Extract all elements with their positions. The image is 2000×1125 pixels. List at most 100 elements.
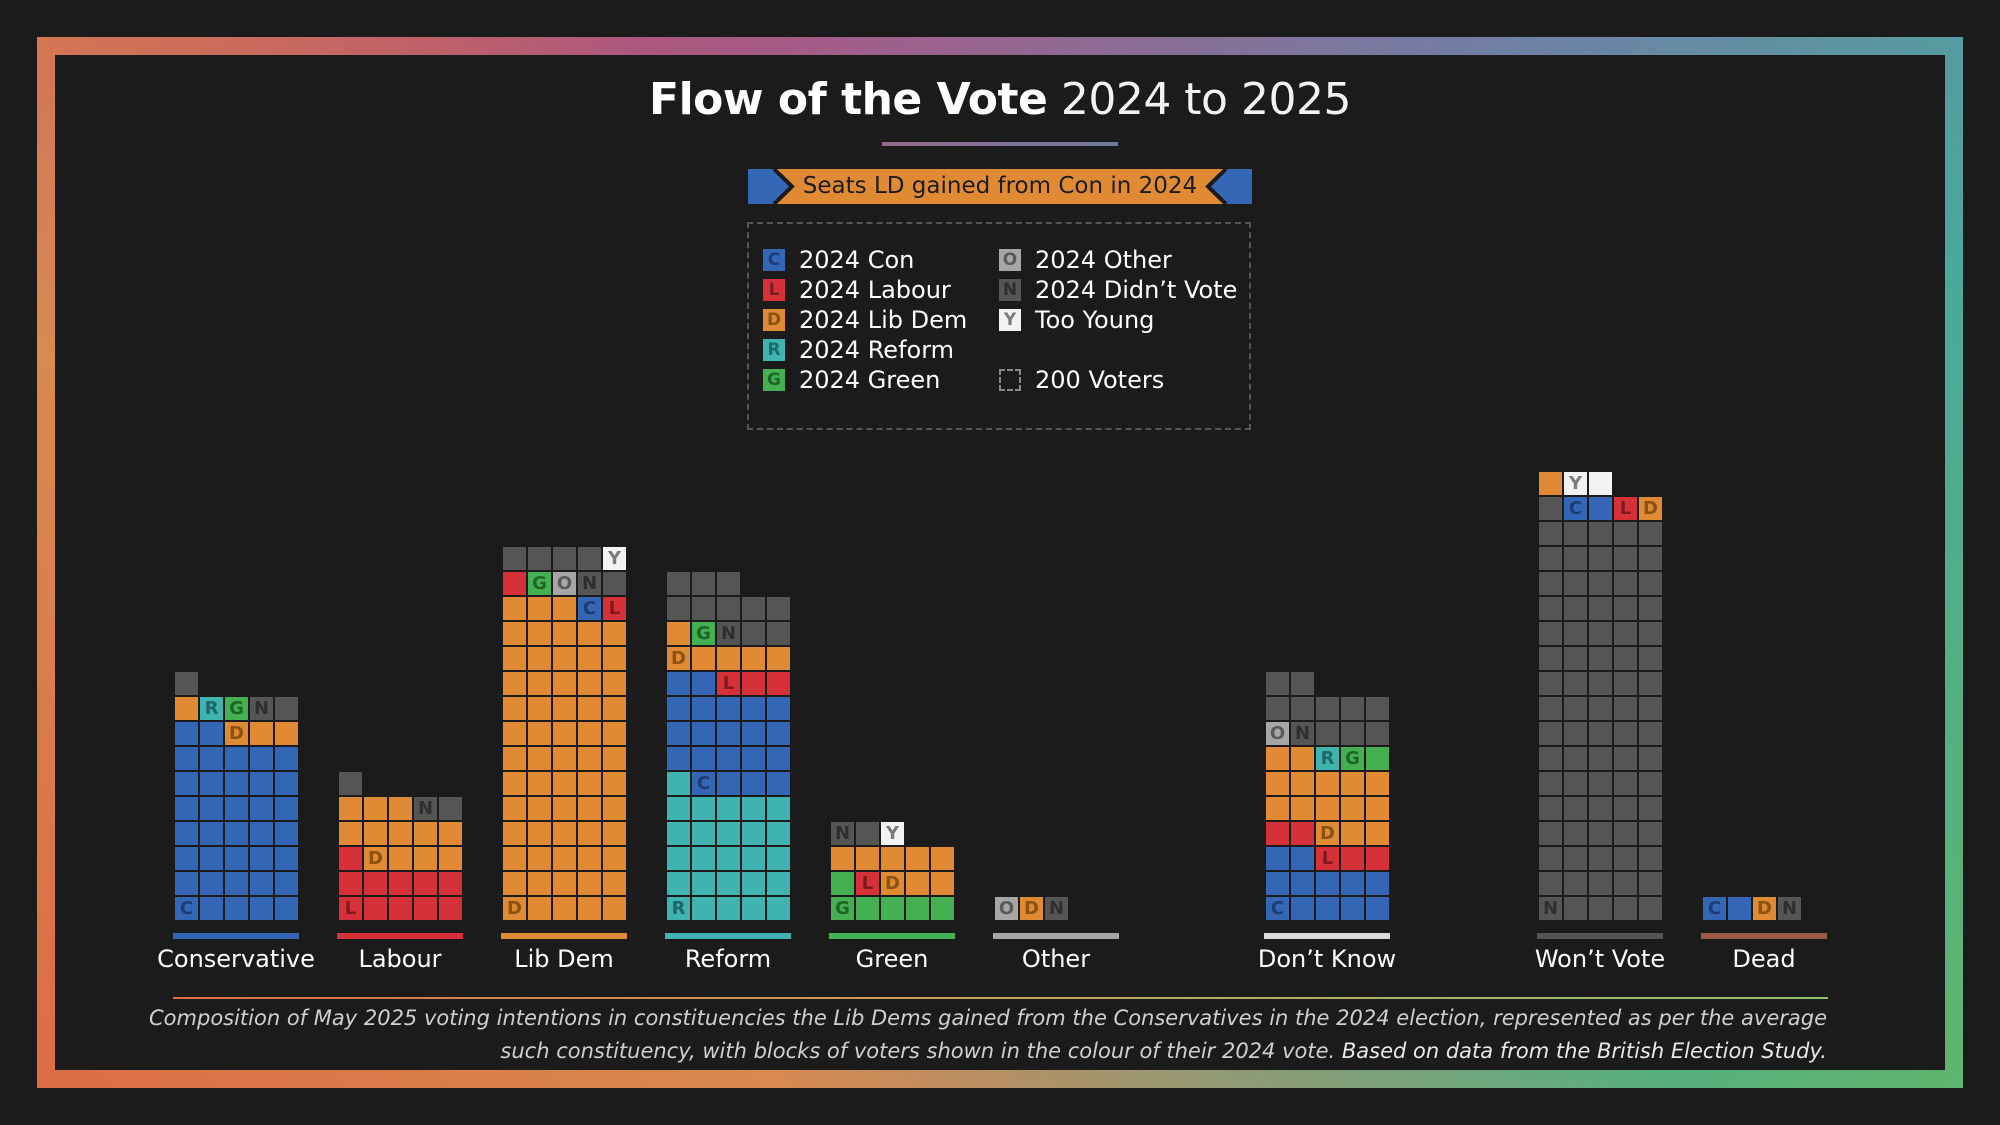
waffle-block-n — [1564, 547, 1587, 570]
waffle-block-c — [175, 722, 198, 745]
waffle-block-r: R — [667, 897, 690, 920]
waffle-block-r — [717, 847, 740, 870]
waffle-block-c — [250, 747, 273, 770]
waffle-block-n — [1614, 697, 1637, 720]
waffle-block-r: R — [200, 697, 223, 720]
waffle-block-d — [553, 897, 576, 920]
waffle-block-d: D — [1316, 822, 1339, 845]
chart-title: Flow of the Vote 2024 to 2025 — [0, 74, 2000, 125]
waffle-block-n: N — [1291, 722, 1314, 745]
waffle-block-d — [578, 872, 601, 895]
waffle-block-d — [856, 847, 879, 870]
waffle-block-d — [667, 622, 690, 645]
waffle-block-r — [667, 847, 690, 870]
waffle-block-c — [200, 797, 223, 820]
waffle-block-d — [503, 772, 526, 795]
waffle-block-n — [1564, 697, 1587, 720]
waffle-block-d — [553, 747, 576, 770]
waffle-block-r — [692, 847, 715, 870]
waffle-block-d — [414, 822, 437, 845]
unit-block-icon — [999, 369, 1021, 391]
legend-swatch-r: R — [763, 339, 785, 361]
waffle-block-l — [1341, 847, 1364, 870]
waffle-block-l — [339, 872, 362, 895]
waffle-block-d — [503, 647, 526, 670]
waffle-block-n — [1589, 847, 1612, 870]
waffle-block-d — [1291, 747, 1314, 770]
waffle-block-d — [553, 822, 576, 845]
waffle-block-c — [1341, 897, 1364, 920]
waffle-block-d — [578, 647, 601, 670]
waffle-block-r: R — [1316, 747, 1339, 770]
waffle-block-n — [1589, 897, 1612, 920]
waffle-block-d — [503, 847, 526, 870]
bar-underline — [337, 933, 463, 939]
waffle-block-n — [1291, 672, 1314, 695]
waffle-block-g: G — [1341, 747, 1364, 770]
waffle-block-n: N — [414, 797, 437, 820]
waffle-block-c — [250, 872, 273, 895]
waffle-block-d — [603, 622, 626, 645]
waffle-block-n — [767, 597, 790, 620]
waffle-block-c — [225, 822, 248, 845]
waffle-block-r — [767, 847, 790, 870]
waffle-block-n — [1639, 722, 1662, 745]
footer-divider — [173, 997, 1828, 999]
waffle-block-l — [742, 672, 765, 695]
waffle-block-d — [1291, 797, 1314, 820]
waffle-block-c — [1341, 872, 1364, 895]
waffle-block-d — [603, 672, 626, 695]
bar-underline — [1701, 933, 1827, 939]
waffle-block-n — [1564, 647, 1587, 670]
waffle-block-n — [856, 822, 879, 845]
waffle-block-d — [528, 747, 551, 770]
waffle-block-n — [1564, 747, 1587, 770]
waffle-block-o: O — [1266, 722, 1289, 745]
legend-item-o: O 2024 Other — [999, 246, 1172, 274]
waffle-block-l — [1291, 822, 1314, 845]
waffle-block-d — [503, 672, 526, 695]
waffle-block-r — [742, 797, 765, 820]
legend-item-l: L 2024 Labour — [763, 276, 951, 304]
waffle-block-n — [1639, 622, 1662, 645]
waffle-block-c — [275, 847, 298, 870]
waffle-block-n — [1539, 572, 1562, 595]
waffle-block-d: D — [667, 647, 690, 670]
waffle-block-c — [717, 772, 740, 795]
waffle-block-n — [1539, 722, 1562, 745]
legend-swatch-d: D — [763, 309, 785, 331]
waffle-block-c — [200, 822, 223, 845]
waffle-block-d — [1539, 472, 1562, 495]
bar-label: Other — [1021, 945, 1091, 973]
waffle-block-n — [1539, 822, 1562, 845]
waffle-block-g: G — [528, 572, 551, 595]
waffle-block-d — [742, 647, 765, 670]
bar-underline — [829, 933, 955, 939]
waffle-block-l — [414, 872, 437, 895]
waffle-block-d — [931, 847, 954, 870]
waffle-block-r — [692, 822, 715, 845]
waffle-block-c — [225, 797, 248, 820]
waffle-block-d — [528, 772, 551, 795]
legend-swatch-n: N — [999, 279, 1021, 301]
waffle-block-n — [1639, 522, 1662, 545]
legend-label: 2024 Lib Dem — [799, 306, 968, 334]
waffle-block-n — [1539, 872, 1562, 895]
waffle-block-n — [1589, 872, 1612, 895]
waffle-block-n — [1614, 647, 1637, 670]
waffle-block-d — [1266, 772, 1289, 795]
bar-label: Green — [855, 945, 929, 973]
waffle-block-d — [364, 797, 387, 820]
waffle-block-d — [339, 822, 362, 845]
bar-label: Dead — [1732, 945, 1796, 973]
waffle-block-d — [717, 647, 740, 670]
waffle-block-r — [767, 822, 790, 845]
waffle-block-n — [1614, 747, 1637, 770]
waffle-block-c — [175, 847, 198, 870]
waffle-block-c — [1291, 847, 1314, 870]
waffle-block-n — [1316, 697, 1339, 720]
waffle-block-d — [692, 647, 715, 670]
waffle-block-c — [692, 697, 715, 720]
waffle-block-d — [931, 872, 954, 895]
footer-line-1: Composition of May 2025 voting intention… — [149, 1006, 1827, 1030]
